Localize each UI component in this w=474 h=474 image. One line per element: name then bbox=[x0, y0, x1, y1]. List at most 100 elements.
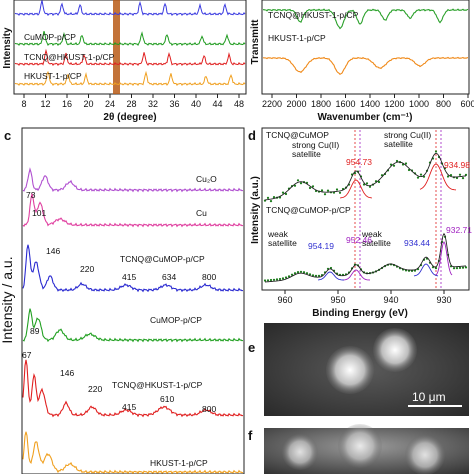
sem-f-particle-1 bbox=[282, 434, 318, 470]
panel-b-tick-label: 1800 bbox=[311, 99, 331, 109]
panel-d-top-point bbox=[308, 186, 312, 190]
panel-c-frame bbox=[21, 127, 245, 474]
panel-d-top-point bbox=[419, 173, 423, 176]
panel-d-bottom-point bbox=[269, 278, 273, 282]
panel-d-top-fit-right bbox=[419, 163, 457, 191]
panel-a-curves bbox=[14, 0, 246, 86]
panel-d-top-point bbox=[365, 182, 369, 185]
peak-label-73: 73 bbox=[26, 190, 36, 200]
panel-d-tick-label: 940 bbox=[383, 295, 398, 305]
panel-b-series-hkust bbox=[263, 56, 469, 76]
scale-bar-label: 10 μm bbox=[412, 390, 446, 404]
panel-d-frame bbox=[261, 127, 470, 291]
panel-c-series bbox=[22, 431, 244, 474]
panel-a-frame bbox=[13, 0, 247, 95]
panel-f-letter: f bbox=[248, 428, 253, 443]
panel-b-tick-label: 1000 bbox=[409, 99, 429, 109]
panel-d-top-sat-right: strong Cu(II) satellite bbox=[384, 130, 431, 149]
panel-a-label-cumop: CuMOP-p/CP bbox=[24, 32, 76, 42]
panel-d-top-point bbox=[455, 176, 459, 180]
panel-a-tick-label: 12 bbox=[40, 99, 50, 109]
peak-label-146b: 146 bbox=[60, 368, 74, 378]
panel-d-top-fit-left bbox=[339, 179, 373, 199]
panel-d-top-point bbox=[326, 189, 330, 192]
panel-c-label-tcnq-hkust: TCNQ@HKUST-1-p/CP bbox=[112, 380, 203, 390]
panel-b-tick-label: 1400 bbox=[360, 99, 380, 109]
panel-b-tick-label: 2000 bbox=[286, 99, 306, 109]
panel-c-series bbox=[22, 193, 244, 228]
panel-a-series bbox=[14, 48, 246, 66]
panel-d-bottom-point bbox=[302, 271, 306, 274]
panel-d-bottom-point bbox=[281, 277, 285, 280]
panel-b-tick-label: 1200 bbox=[384, 99, 404, 109]
panel-d-top-point bbox=[293, 184, 297, 187]
panel-d-top-sat-left: strong Cu(II) satellite bbox=[292, 140, 339, 159]
panel-d-bottom-point bbox=[305, 272, 309, 275]
panel-a-tick-label: 24 bbox=[105, 99, 115, 109]
panel-b-frame bbox=[261, 0, 470, 95]
panel-a-tick-label: 44 bbox=[212, 99, 222, 109]
panel-d: d Intensity (a.u.) Binding Energy (eV) 9… bbox=[248, 127, 472, 319]
panel-b-series-tcnq bbox=[263, 8, 469, 30]
sem-f-particle-2 bbox=[338, 424, 382, 468]
panel-d-top-point bbox=[377, 180, 381, 184]
panel-d-bottom-point bbox=[299, 270, 303, 273]
panel-d-bottom-point bbox=[293, 272, 297, 275]
panel-d-xlabel: Binding Energy (eV) bbox=[312, 308, 408, 319]
panel-d-bottom-point bbox=[452, 267, 456, 270]
panel-d-bottom-point bbox=[266, 279, 270, 282]
peak-label-220a: 220 bbox=[80, 264, 94, 274]
panel-a-series bbox=[14, 30, 246, 47]
panel-a-series bbox=[14, 70, 246, 86]
peak-label-415a: 415 bbox=[122, 272, 136, 282]
panel-d-top-point bbox=[266, 196, 270, 199]
panel-d-bottom-peak1: 954.19 bbox=[308, 241, 334, 251]
panel-d-bottom-point bbox=[461, 266, 465, 269]
panel-c-label-hkust: HKUST-1-p/CP bbox=[150, 458, 208, 468]
panel-c: c Intensity / a.u. Cu₂O Cu TCNQ@CuMOP-p/… bbox=[0, 127, 245, 474]
panel-d-bottom-point bbox=[434, 267, 438, 270]
panel-d-top-point bbox=[461, 177, 465, 180]
panel-d-bottom-point bbox=[284, 276, 288, 279]
panel-b-tick-label: 600 bbox=[460, 99, 474, 109]
panel-c-label-tcnq-cumop: TCNQ@CuMOP-p/CP bbox=[120, 254, 205, 264]
panel-d-top-point bbox=[269, 200, 273, 203]
panel-d-top-point bbox=[446, 175, 450, 178]
panel-d-tick-label: 930 bbox=[436, 295, 451, 305]
panel-d-top-point bbox=[284, 192, 288, 196]
panel-a-substrate-peak bbox=[113, 0, 120, 94]
panel-a-ylabel: Intensity bbox=[2, 27, 13, 69]
peak-label-634: 634 bbox=[162, 272, 176, 282]
panel-d-bottom-point bbox=[287, 275, 291, 278]
panel-d-top-point bbox=[404, 162, 408, 165]
panel-d-bottom-sample: TCNQ@CuMOP-p/CP bbox=[266, 205, 351, 215]
panel-c-curves bbox=[22, 167, 244, 474]
peak-label-415b: 415 bbox=[122, 402, 136, 412]
panel-a-tick-label: 40 bbox=[191, 99, 201, 109]
panel-a-tick-label: 8 bbox=[21, 99, 26, 109]
panel-c-label-cu2o: Cu₂O bbox=[196, 174, 217, 184]
panel-d-top-point bbox=[464, 173, 468, 176]
panel-d-bottom-sat-right: weak satellite bbox=[361, 229, 391, 248]
panel-c-series bbox=[22, 308, 244, 343]
panel-d-bottom-point bbox=[317, 274, 321, 277]
panel-b-label-tcnq-hkust: TCNQ@HKUST-1-p/CP bbox=[268, 10, 359, 20]
panel-d-top-point bbox=[272, 196, 276, 199]
panel-c-series bbox=[22, 167, 244, 193]
panel-f: f bbox=[248, 424, 469, 474]
sem-particle-1 bbox=[326, 346, 374, 394]
panel-a-tick-label: 16 bbox=[62, 99, 72, 109]
panel-d-top-point bbox=[335, 188, 339, 191]
panel-c-series bbox=[22, 244, 244, 293]
panel-c-series bbox=[22, 359, 244, 418]
panel-d-top-peak-left: 954.73 bbox=[346, 157, 372, 167]
panel-b-xlabel: Wavenumber (cm⁻¹) bbox=[318, 112, 413, 123]
panel-a-label-hkust: HKUST-1-p/CP bbox=[24, 71, 82, 81]
panel-d-bottom-fit-1 bbox=[317, 271, 344, 281]
panel-d-top-point bbox=[392, 164, 396, 167]
panel-e: e 10 μm bbox=[248, 323, 469, 416]
panel-d-bottom-point bbox=[314, 274, 318, 277]
panel-d-top-point bbox=[368, 185, 372, 188]
panel-d-bottom-point bbox=[290, 273, 294, 276]
